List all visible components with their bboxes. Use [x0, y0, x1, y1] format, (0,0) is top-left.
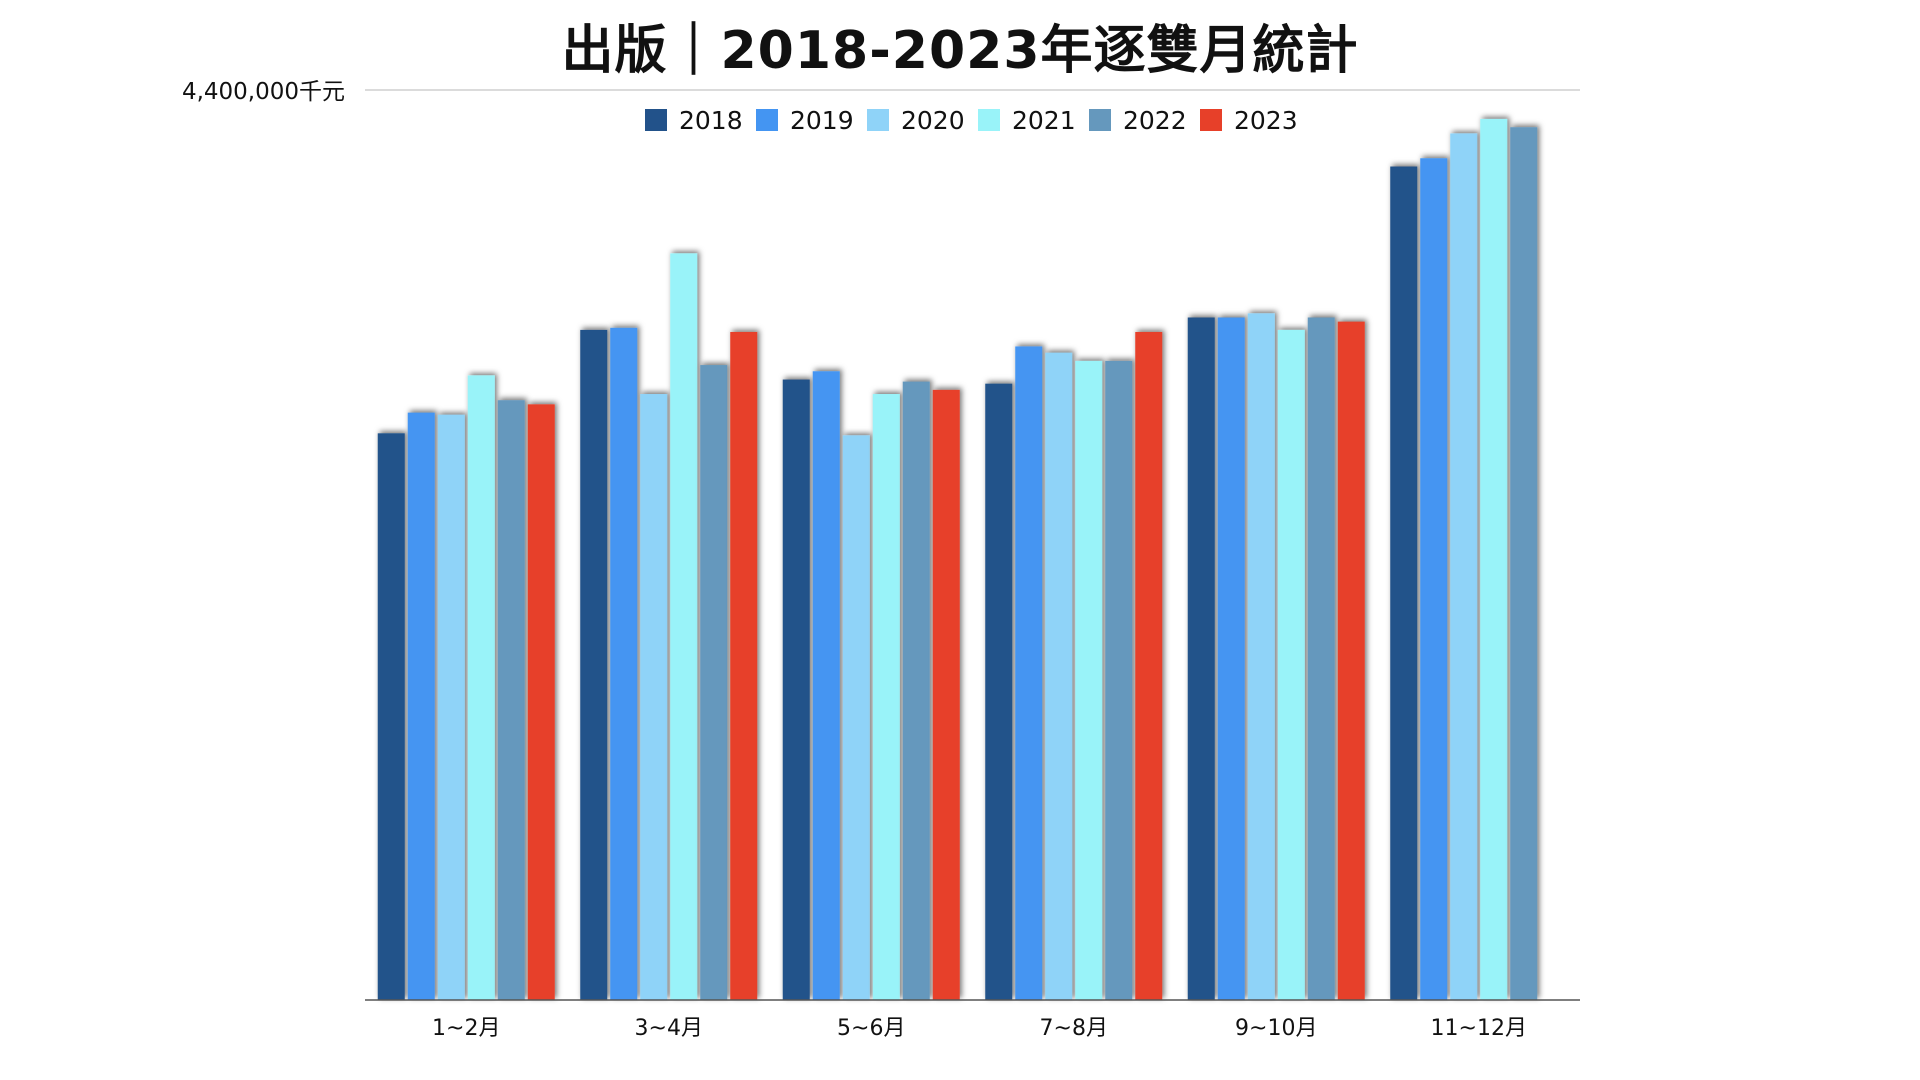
bar-2018-2: [782, 379, 810, 1001]
bar-2022-5: [1510, 127, 1538, 1000]
bar-2022-2: [902, 381, 930, 1000]
x-tick-label: 11~12月: [1431, 1016, 1527, 1041]
bar-2020-0: [437, 414, 465, 1000]
bar-2020-2: [842, 435, 870, 1000]
bar-2018-3: [985, 383, 1013, 1000]
bar-2020-1: [640, 394, 668, 1001]
bar-2019-0: [407, 412, 435, 1000]
x-tick-label: 9~10月: [1235, 1016, 1317, 1041]
x-tick-labels: 1~2月 3~4月 5~6月 7~8月 9~10月 11~12月: [432, 1016, 1527, 1041]
x-tick-label: 7~8月: [1040, 1016, 1108, 1041]
x-tick-label: 1~2月: [432, 1016, 500, 1041]
legend-swatch-2022: [1089, 109, 1111, 131]
bar-2022-1: [700, 365, 728, 1000]
bar-2023-4: [1337, 321, 1365, 1000]
bar-2019-3: [1015, 346, 1043, 1000]
bar-2018-0: [377, 433, 405, 1000]
bar-2021-5: [1480, 118, 1508, 1001]
bar-2020-5: [1450, 133, 1478, 1000]
bar-2018-4: [1187, 317, 1215, 1000]
legend-swatch-2019: [756, 109, 778, 131]
bars-group: [377, 118, 1538, 1001]
bar-2018-5: [1390, 166, 1418, 1001]
legend-label-2022: 2022: [1123, 106, 1187, 135]
legend-swatch-2023: [1200, 109, 1222, 131]
legend-swatch-2018: [645, 109, 667, 131]
bar-2021-4: [1277, 329, 1305, 1001]
x-tick-label: 5~6月: [837, 1016, 905, 1041]
bar-2023-0: [527, 404, 555, 1000]
bar-2020-4: [1247, 313, 1275, 1000]
bar-2019-2: [812, 371, 840, 1001]
bar-2023-2: [932, 389, 960, 1000]
bar-2019-4: [1217, 317, 1245, 1000]
bar-2019-1: [610, 327, 638, 1000]
y-max-label: 4,400,000千元: [182, 79, 345, 105]
bar-2021-2: [872, 394, 900, 1001]
legend-label-2019: 2019: [790, 106, 854, 135]
legend: 2018 2019 2020 2021 2022 2023: [645, 106, 1298, 135]
bar-2021-1: [670, 253, 698, 1001]
bar-2022-0: [497, 400, 525, 1000]
legend-label-2021: 2021: [1012, 106, 1076, 135]
legend-label-2023: 2023: [1234, 106, 1298, 135]
bar-2023-3: [1135, 331, 1163, 1000]
legend-swatch-2020: [867, 109, 889, 131]
legend-label-2018: 2018: [679, 106, 743, 135]
x-tick-label: 3~4月: [635, 1016, 703, 1041]
bar-2019-5: [1420, 158, 1448, 1000]
chart-title: 出版｜2018-2023年逐雙月統計: [561, 21, 1359, 81]
bar-2021-0: [467, 375, 495, 1001]
bar-2020-3: [1045, 352, 1073, 1001]
legend-swatch-2021: [978, 109, 1000, 131]
bar-2022-3: [1105, 360, 1133, 1000]
bar-2018-1: [580, 329, 608, 1001]
bar-2021-3: [1075, 360, 1103, 1000]
bar-2023-1: [730, 331, 758, 1000]
bar-2022-4: [1307, 317, 1335, 1000]
legend-label-2020: 2020: [901, 106, 965, 135]
